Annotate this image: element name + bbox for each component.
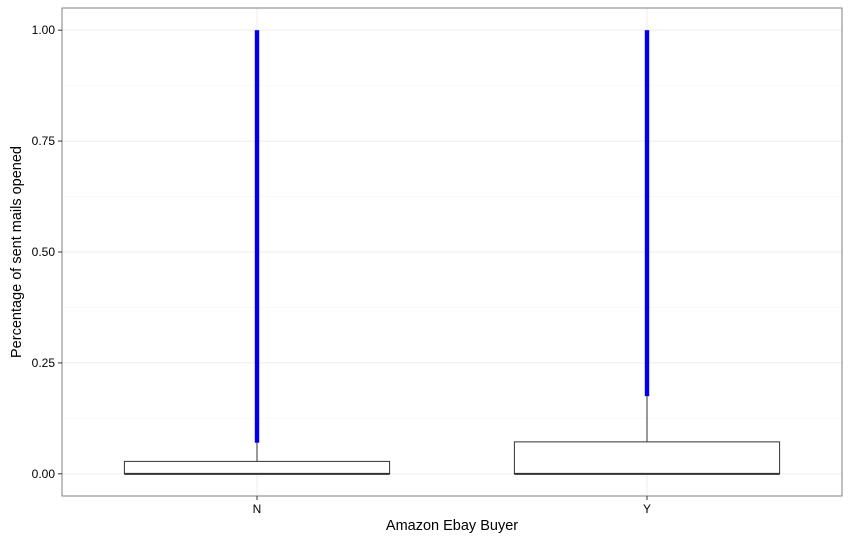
- boxes-layer: [123, 30, 781, 475]
- y-tick-label: 0.75: [32, 134, 56, 148]
- y-tick-label: 0.25: [32, 356, 56, 370]
- x-tick-label: N: [253, 502, 262, 516]
- x-tick-label: Y: [643, 502, 651, 516]
- y-tick-label: 1.00: [32, 23, 56, 37]
- outlier-points: [254, 30, 260, 443]
- y-axis-title: Percentage of sent mails opened: [9, 146, 25, 358]
- box-group-Y: [513, 30, 781, 475]
- box-iqr: [123, 460, 391, 475]
- outlier-points: [644, 30, 650, 397]
- x-axis-title: Amazon Ebay Buyer: [386, 518, 518, 534]
- y-tick-label: 0.00: [32, 467, 56, 481]
- y-axis: 0.00 0.25 0.50 0.75 1.00: [32, 23, 62, 481]
- box-group-N: [123, 30, 391, 475]
- box-iqr: [513, 441, 781, 475]
- y-tick-label: 0.50: [32, 245, 56, 259]
